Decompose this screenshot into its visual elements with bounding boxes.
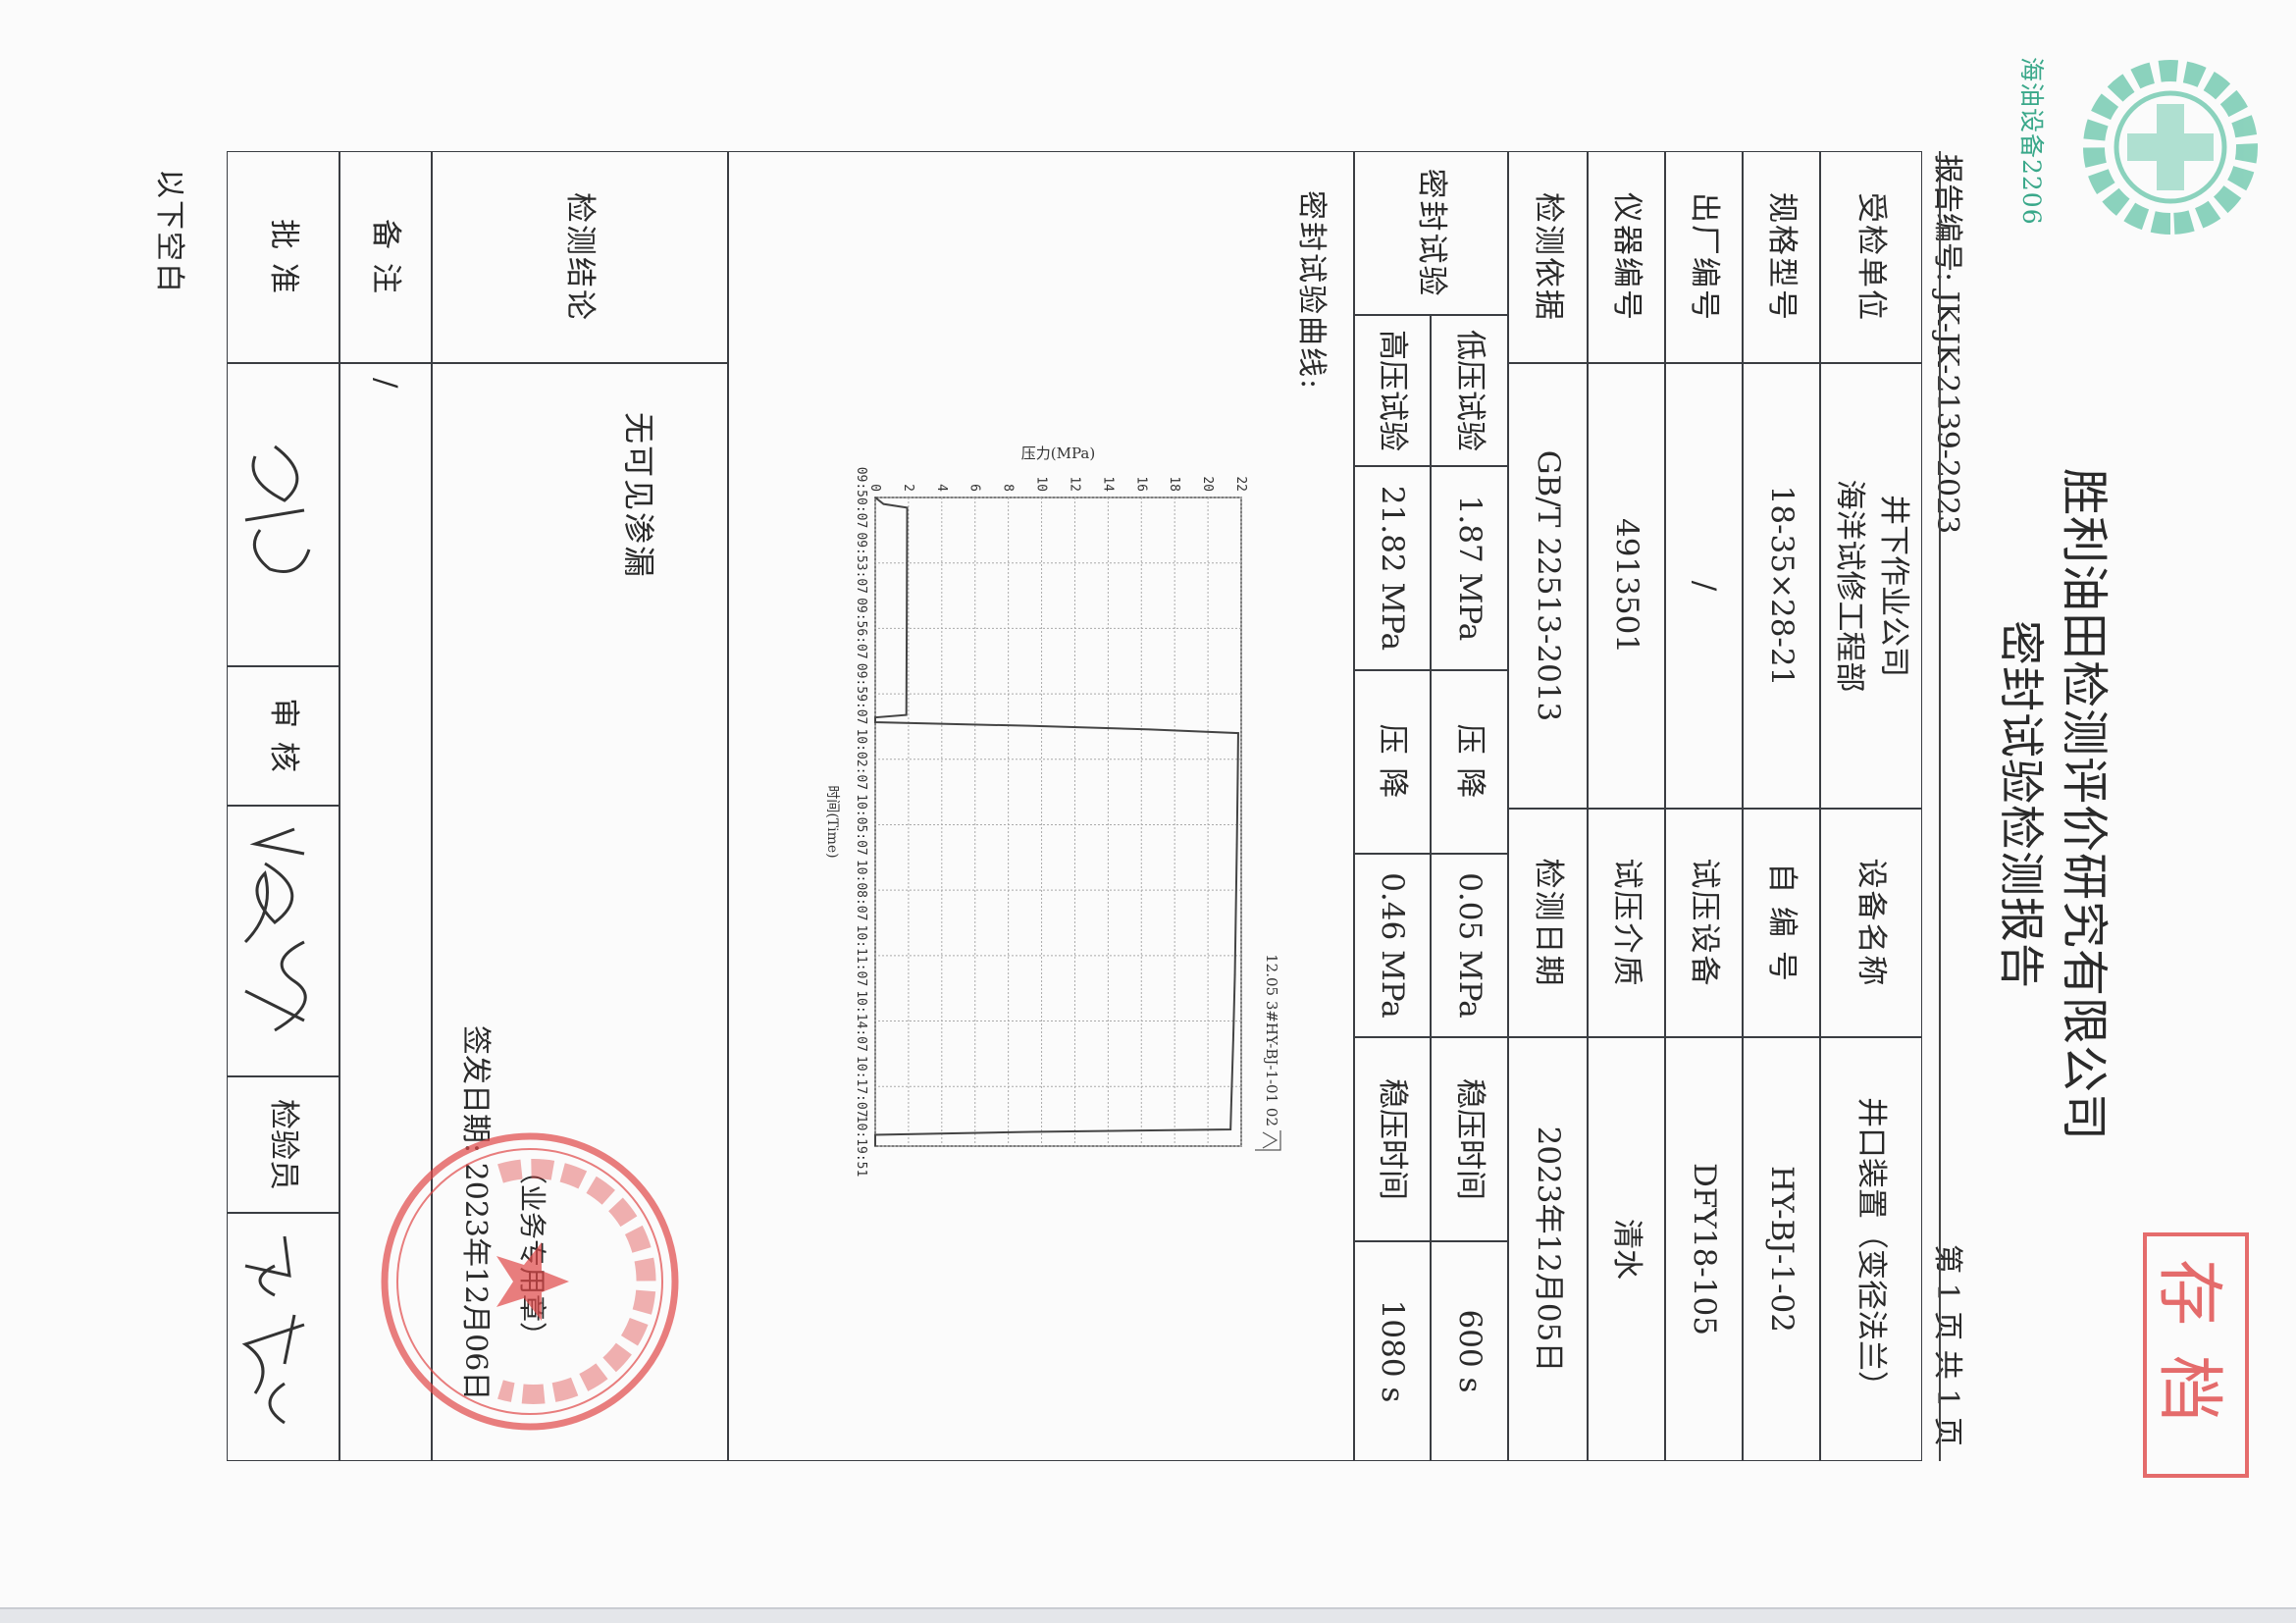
approver-signature-cell: [227, 363, 339, 666]
remark-value: /: [339, 363, 432, 1461]
high-test-hold-label: 稳压时间: [1354, 1037, 1431, 1241]
report-title: 密封试验检测报告: [1995, 620, 2048, 989]
issue-date: 签发日期: 2023年12月06日: [458, 1025, 493, 1401]
seal-note: （业务专用章）: [516, 1157, 548, 1350]
label-spec: 规格型号: [1743, 151, 1820, 363]
label-inspected-unit: 受检单位: [1820, 151, 1922, 363]
label-seal-test: 密封试验: [1354, 151, 1508, 315]
archive-stamp: 存档: [2143, 1232, 2249, 1478]
value-spec: 18-35×28-21: [1743, 363, 1820, 809]
high-test-drop: 0.46 MPa: [1354, 854, 1431, 1037]
high-test-pressure: 21.82 MPa: [1354, 466, 1431, 670]
label-conclusion: 检测结论: [432, 151, 728, 363]
label-review: 审 核: [227, 666, 339, 806]
reviewer-signature-cell: [227, 806, 339, 1076]
company-logo: [2083, 60, 2258, 235]
label-equipment-name: 设备名称: [1820, 809, 1922, 1037]
company-name: 胜利油田检测评价研究有限公司: [2057, 467, 2112, 1141]
value-test-date: 2023年12月05日: [1508, 1037, 1588, 1461]
value-test-medium: 清水: [1588, 1037, 1665, 1461]
label-test-equipment: 试压设备: [1665, 809, 1743, 1037]
label-remark: 备 注: [339, 151, 432, 363]
label-approve: 批 准: [227, 151, 339, 363]
header-divider: [1939, 151, 1941, 1461]
high-test-drop-label: 压 降: [1354, 670, 1431, 854]
label-self-number: 自 编 号: [1743, 809, 1820, 1037]
value-standard: GB/T 22513-2013: [1508, 363, 1588, 809]
high-test-label: 高压试验: [1354, 315, 1431, 466]
page-info: 第 1 页 共 1 页: [1930, 1244, 1964, 1446]
label-instrument-number: 仪器编号: [1588, 151, 1665, 363]
value-instrument-number: 4913501: [1588, 363, 1665, 809]
conclusion-value: 无可见渗漏: [620, 412, 657, 580]
value-factory-number: /: [1665, 363, 1743, 809]
value-equipment-name: 井口装置（变径法兰）: [1820, 1037, 1922, 1461]
label-standard: 检测依据: [1508, 151, 1588, 363]
scanner-edge: [0, 1607, 2296, 1623]
low-test-drop: 0.05 MPa: [1431, 854, 1508, 1037]
value-self-number: HY-BJ-1-02: [1743, 1037, 1820, 1461]
curve-label: 密封试验曲线:: [1294, 190, 1329, 392]
value-inspected-unit: 井下作业公司 海洋试修工程部: [1820, 363, 1922, 809]
low-test-hold-label: 稳压时间: [1431, 1037, 1508, 1241]
low-test-hold: 600 s: [1431, 1241, 1508, 1461]
inspector-signature-cell: [227, 1213, 339, 1461]
value-test-equipment: DFY18-105: [1665, 1037, 1743, 1461]
high-test-hold: 1080 s: [1354, 1241, 1431, 1461]
label-factory-number: 出厂编号: [1665, 151, 1743, 363]
low-test-label: 低压试验: [1431, 315, 1508, 466]
label-inspector: 检验员: [227, 1076, 339, 1213]
curve-cell: [728, 151, 1354, 1461]
logo-caption: 海油设备2206: [2017, 57, 2046, 226]
label-test-medium: 试压介质: [1588, 809, 1665, 1037]
report-number: 报告编号: JK-JK-2139-2023: [1930, 154, 1964, 535]
label-test-date: 检测日期: [1508, 809, 1588, 1037]
low-test-drop-label: 压 降: [1431, 670, 1508, 854]
low-test-pressure: 1.87 MPa: [1431, 466, 1508, 670]
blank-below-note: 以下空白: [152, 169, 186, 294]
